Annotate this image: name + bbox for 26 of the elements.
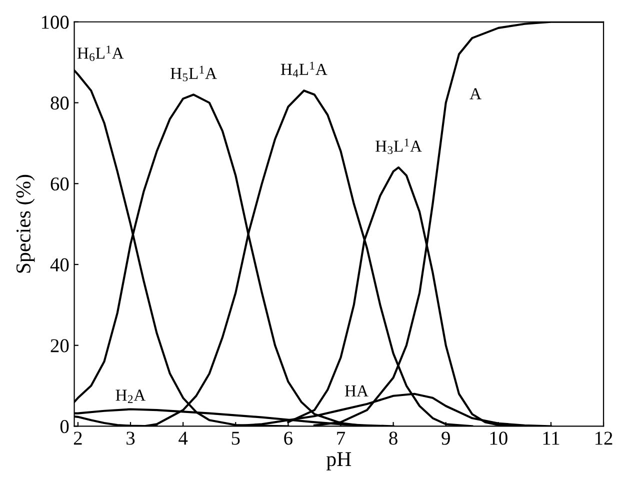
x-tick-label: 5 [232,432,240,445]
y-tick-label: 100 [42,16,69,29]
x-tick-label: 12 [596,432,612,445]
series-label: H$_{3}$L$^{1}$A [376,138,422,154]
series-label: HA [344,385,368,396]
x-tick-label: 7 [337,432,346,445]
series-label: H$_{4}$L$^{1}$A [280,62,328,78]
x-tick-label: 4 [178,432,188,445]
series-label: A [470,88,482,100]
y-tick-label: 0 [60,420,69,434]
x-axis-title: pH [326,452,352,470]
series-label: H$_{6}$L$^{1}$A [77,46,124,62]
y-tick-label: 60 [50,177,69,191]
y-tick-label: 20 [50,339,69,352]
x-tick-label: 10 [490,432,508,445]
series-label: H$_{5}$L$^{1}$A [170,66,217,82]
x-tick-label: 11 [543,432,560,445]
x-tick-label: 2 [74,432,82,445]
y-axis-title: Species (%) [16,174,35,273]
x-tick-label: 8 [389,432,398,445]
x-tick-label: 6 [284,432,292,445]
y-tick-label: 40 [50,258,69,272]
series-label: H$_{2}$A [116,390,146,403]
x-tick-label: 9 [442,432,450,445]
y-tick-label: 80 [50,96,69,110]
x-tick-label: 3 [126,432,135,445]
